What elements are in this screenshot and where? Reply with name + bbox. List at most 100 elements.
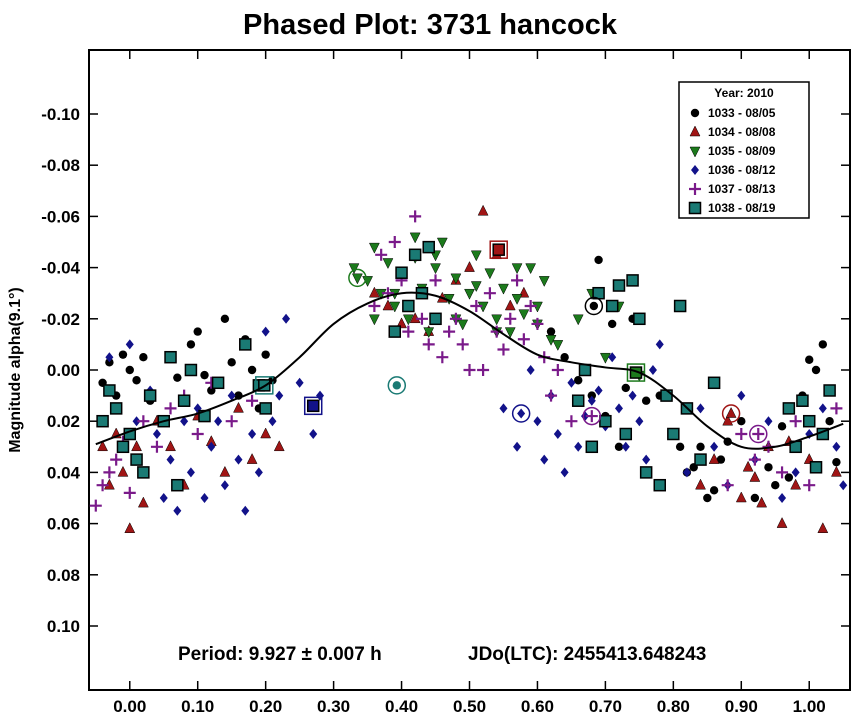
point-1034 [776, 517, 788, 528]
y-tick-label: 0.06 [47, 515, 80, 534]
point-1034 [477, 204, 489, 216]
point-1037 [409, 210, 422, 223]
point-1033 [818, 340, 828, 349]
point-1033 [675, 442, 685, 451]
x-tick-label: 0.20 [249, 697, 282, 716]
y-tick-label: 0.08 [47, 566, 80, 585]
point-1038 [429, 312, 442, 326]
legend-label: 1037 - 08/13 [708, 182, 776, 196]
point-1034 [756, 496, 768, 508]
point-1034 [464, 261, 475, 272]
point-1036 [200, 493, 209, 503]
legend-label: 1035 - 08/09 [708, 144, 776, 158]
jdo-annotation: JDo(LTC): 2455413.648243 [468, 644, 706, 665]
highlighted-point [492, 243, 505, 256]
x-tick-label: 0.80 [657, 697, 690, 716]
point-1038 [667, 427, 680, 441]
point-1035 [511, 263, 523, 275]
y-tick-label: -0.10 [41, 105, 80, 124]
point-1034 [695, 478, 706, 490]
highlighted-point [517, 408, 526, 419]
point-1037 [477, 364, 490, 376]
legend-label: 1033 - 08/05 [708, 106, 776, 120]
point-1036 [268, 416, 277, 427]
point-1033 [696, 442, 705, 451]
point-1037 [735, 428, 748, 440]
y-tick-label: 0.02 [47, 412, 80, 431]
point-1033 [784, 473, 794, 482]
point-1035 [382, 258, 394, 270]
y-tick-label: -0.06 [41, 207, 80, 226]
y-tick-label: 0.00 [47, 361, 80, 380]
point-1037 [103, 466, 116, 479]
y-tick-label: -0.04 [41, 259, 80, 278]
legend-marker [689, 183, 701, 195]
point-1036 [282, 313, 291, 324]
point-1035 [464, 288, 475, 300]
point-1035 [538, 276, 550, 287]
point-1034 [131, 440, 142, 452]
point-1034 [219, 465, 231, 477]
highlighted-point [589, 301, 599, 311]
point-1037 [470, 300, 483, 312]
legend-marker [689, 146, 701, 158]
point-1033 [716, 455, 726, 464]
point-1037 [422, 338, 435, 351]
point-1033 [118, 350, 128, 359]
point-1036 [737, 390, 746, 401]
point-1036 [594, 385, 603, 396]
point-1036 [499, 403, 508, 414]
point-1036 [764, 416, 773, 427]
point-1036 [648, 365, 657, 375]
point-1035 [348, 263, 360, 275]
point-1037 [368, 300, 381, 312]
legend-items: 1033 - 08/05 1034 - 08/08 1035 - 08/09 1036… [688, 106, 776, 215]
point-1033 [220, 314, 230, 323]
point-1037 [511, 274, 524, 287]
point-1037 [545, 389, 558, 402]
legend-marker [691, 165, 699, 175]
point-1038 [116, 440, 130, 454]
point-1036 [526, 365, 535, 375]
point-1038 [395, 266, 408, 279]
x-tick-label: 0.90 [725, 697, 758, 716]
point-1038 [694, 453, 707, 466]
point-1033 [703, 493, 712, 503]
point-1036 [628, 390, 637, 401]
point-1034 [735, 491, 747, 503]
y-tick-label: -0.02 [41, 310, 80, 329]
point-1038 [143, 389, 157, 402]
point-1036 [710, 441, 719, 452]
point-1038 [707, 376, 721, 390]
point-1035 [470, 250, 482, 262]
x-tick-label: 0.50 [453, 697, 486, 716]
point-1035 [423, 327, 435, 339]
point-1037 [429, 274, 442, 287]
point-1038 [633, 312, 646, 326]
highlight-ring [387, 376, 407, 395]
point-1034 [790, 478, 802, 490]
point-1033 [641, 396, 651, 405]
point-1036 [132, 416, 141, 427]
point-1033 [227, 358, 236, 367]
point-1036 [791, 467, 800, 478]
point-1033 [546, 327, 556, 336]
point-1033 [587, 391, 597, 400]
point-1038 [782, 402, 796, 415]
point-1033 [607, 319, 617, 329]
point-1038 [130, 453, 143, 466]
point-1033 [574, 376, 583, 385]
point-1033 [247, 365, 257, 375]
point-1036 [152, 429, 161, 439]
point-1033 [261, 350, 270, 359]
point-1033 [777, 422, 787, 431]
point-1035 [470, 281, 482, 293]
point-1033 [825, 417, 834, 426]
point-1035 [511, 294, 523, 305]
point-1033 [832, 457, 841, 467]
point-1034 [749, 470, 761, 482]
point-1038 [619, 427, 633, 441]
highlighted-point [585, 410, 598, 423]
point-1035 [457, 319, 469, 331]
